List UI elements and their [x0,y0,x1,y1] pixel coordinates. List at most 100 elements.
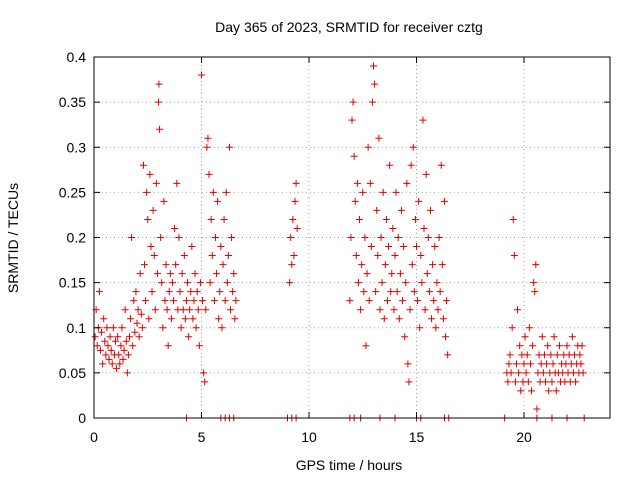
data-point [225,143,233,151]
data-point [232,297,240,305]
data-point [440,197,448,205]
data-points [91,62,588,422]
data-point [420,224,428,232]
data-point [129,342,137,350]
data-point [136,270,144,278]
data-point [418,279,426,287]
data-point [572,378,580,386]
data-point [99,360,107,368]
data-point [127,315,135,323]
data-point [93,342,101,350]
data-point [227,306,235,314]
axis-ticks: 0 0.05 0.1 0.15 0.2 0.25 0.3 0.35 0.4 0 5 10 15 20 [59,49,610,445]
data-point [101,337,109,345]
data-point [430,297,438,305]
data-point [189,315,197,323]
data-point [385,243,393,251]
data-point [523,351,531,359]
data-point [95,288,103,296]
data-point [213,270,221,278]
y-tick-label: 0 [78,410,86,426]
data-point [190,297,198,305]
data-point [400,243,408,251]
data-point [288,261,296,269]
data-point [123,369,131,377]
gridlines [94,57,610,418]
data-point [428,315,436,323]
data-point [525,324,533,332]
data-point [188,243,196,251]
data-point [209,188,217,196]
data-point [200,369,208,377]
x-tick-label: 10 [301,429,317,445]
data-point [408,261,416,269]
data-point [117,342,125,350]
data-point [529,342,537,350]
data-point [392,188,400,196]
data-point [141,261,149,269]
data-point [407,161,415,169]
data-point [416,324,424,332]
data-point [563,342,571,350]
data-point [229,288,237,296]
data-point [109,324,117,332]
data-point [289,215,297,223]
data-point [578,342,586,350]
data-point [182,297,190,305]
data-point [207,215,215,223]
data-point [350,152,358,160]
data-point [112,337,119,345]
data-point [194,306,202,314]
data-point [196,279,204,287]
data-point [425,288,433,296]
y-tick-label: 0.2 [67,230,87,246]
data-point [177,324,185,332]
data-point [381,261,389,269]
data-point [539,369,547,377]
x-axis-label: GPS time / hours [296,457,403,473]
data-point [158,279,166,287]
data-point [528,387,536,395]
data-point [208,252,216,260]
data-point [531,288,539,296]
data-point [424,234,432,241]
data-point [135,333,143,341]
data-point [146,170,154,178]
data-point [436,288,444,296]
data-point [348,116,356,124]
data-point [433,279,441,287]
data-point [107,346,115,354]
data-point [508,324,516,332]
data-point [292,179,300,187]
data-point [199,297,207,305]
data-point [222,188,230,196]
data-point [505,360,513,368]
data-point [172,261,180,269]
x-tick-label: 20 [516,429,532,445]
data-point [521,333,529,341]
data-point [167,315,175,323]
data-point [437,161,445,169]
data-point [149,206,157,214]
data-point [358,261,366,269]
data-point [118,324,126,332]
data-point [114,333,122,341]
data-point [553,351,561,359]
data-point [363,270,371,278]
data-point [287,234,295,241]
data-point [353,179,361,187]
data-point [346,297,354,305]
data-point [131,328,139,336]
data-point [421,306,429,314]
data-point [396,270,404,278]
data-point [147,243,155,251]
data-point [401,333,409,341]
data-point [402,279,410,287]
data-point [100,315,108,323]
data-point [170,297,178,305]
y-tick-label: 0.25 [59,184,86,200]
data-point [371,80,379,88]
data-point [122,337,130,345]
data-point [399,297,407,305]
data-point [526,360,534,368]
